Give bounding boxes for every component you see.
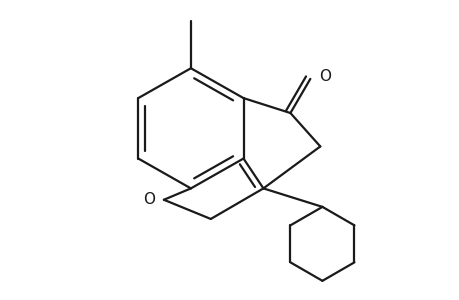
Text: O: O (318, 69, 330, 84)
Text: O: O (142, 192, 154, 207)
